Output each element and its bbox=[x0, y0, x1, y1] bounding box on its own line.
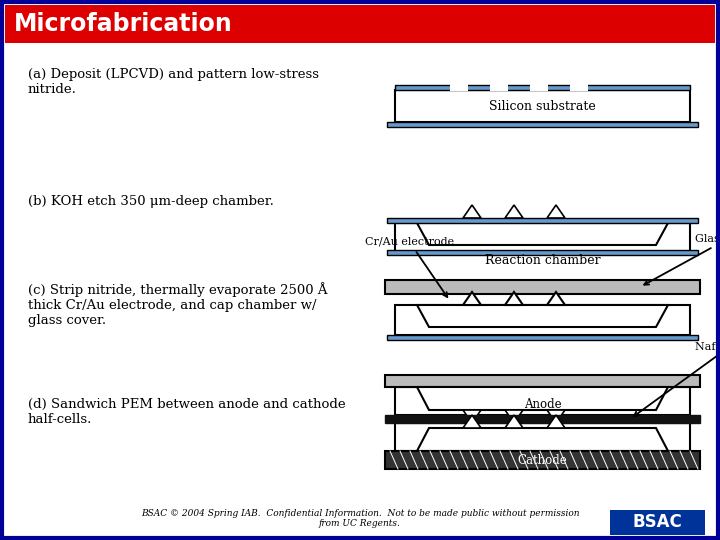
Bar bbox=[385, 280, 700, 294]
Text: Cr/Au electrode: Cr/Au electrode bbox=[365, 237, 454, 297]
Text: Anode: Anode bbox=[523, 399, 562, 411]
Polygon shape bbox=[417, 428, 668, 451]
Polygon shape bbox=[463, 292, 481, 305]
Bar bbox=[395, 387, 690, 415]
Text: (b) KOH etch 350 μm-deep chamber.: (b) KOH etch 350 μm-deep chamber. bbox=[28, 195, 274, 208]
Bar bbox=[385, 451, 700, 469]
Polygon shape bbox=[505, 292, 523, 305]
Text: Reaction chamber: Reaction chamber bbox=[485, 254, 600, 267]
Bar bbox=[387, 218, 698, 223]
Bar bbox=[395, 85, 690, 90]
Polygon shape bbox=[417, 223, 668, 245]
Polygon shape bbox=[463, 205, 481, 218]
Polygon shape bbox=[417, 305, 668, 327]
Text: (d) Sandwich PEM between anode and cathode
half-cells.: (d) Sandwich PEM between anode and catho… bbox=[28, 398, 346, 426]
Bar bbox=[5, 5, 715, 43]
Bar bbox=[385, 415, 700, 423]
Polygon shape bbox=[505, 415, 523, 428]
Text: Microfabrication: Microfabrication bbox=[14, 12, 233, 36]
Bar bbox=[387, 122, 698, 127]
Bar bbox=[490, 84, 508, 91]
Bar bbox=[395, 305, 690, 335]
Polygon shape bbox=[547, 205, 565, 218]
Bar bbox=[395, 223, 690, 253]
Text: Glass cover: Glass cover bbox=[644, 234, 720, 285]
Bar bbox=[385, 375, 700, 387]
Polygon shape bbox=[505, 410, 523, 423]
Bar bbox=[387, 335, 698, 340]
Bar bbox=[610, 510, 705, 535]
Polygon shape bbox=[547, 415, 565, 428]
Bar bbox=[450, 84, 468, 91]
Bar bbox=[530, 84, 548, 91]
Polygon shape bbox=[547, 292, 565, 305]
Bar bbox=[395, 423, 690, 451]
Text: BSAC © 2004 Spring IAB.  Confidential Information.  Not to be made public withou: BSAC © 2004 Spring IAB. Confidential Inf… bbox=[140, 509, 580, 528]
Polygon shape bbox=[547, 410, 565, 423]
Polygon shape bbox=[417, 387, 668, 410]
Text: Nafion PEM: Nafion PEM bbox=[634, 342, 720, 416]
Text: Cathode: Cathode bbox=[518, 454, 567, 467]
Text: (a) Deposit (LPCVD) and pattern low-stress
nitride.: (a) Deposit (LPCVD) and pattern low-stre… bbox=[28, 68, 319, 96]
Polygon shape bbox=[463, 415, 481, 428]
Bar bbox=[570, 84, 588, 91]
Bar bbox=[387, 250, 698, 255]
Text: BSAC: BSAC bbox=[632, 513, 682, 531]
Bar bbox=[395, 90, 690, 122]
Text: Silicon substrate: Silicon substrate bbox=[489, 99, 596, 112]
Polygon shape bbox=[463, 410, 481, 423]
Text: (c) Strip nitride, thermally evaporate 2500 Å
thick Cr/Au electrode, and cap cha: (c) Strip nitride, thermally evaporate 2… bbox=[28, 282, 328, 327]
Polygon shape bbox=[505, 205, 523, 218]
